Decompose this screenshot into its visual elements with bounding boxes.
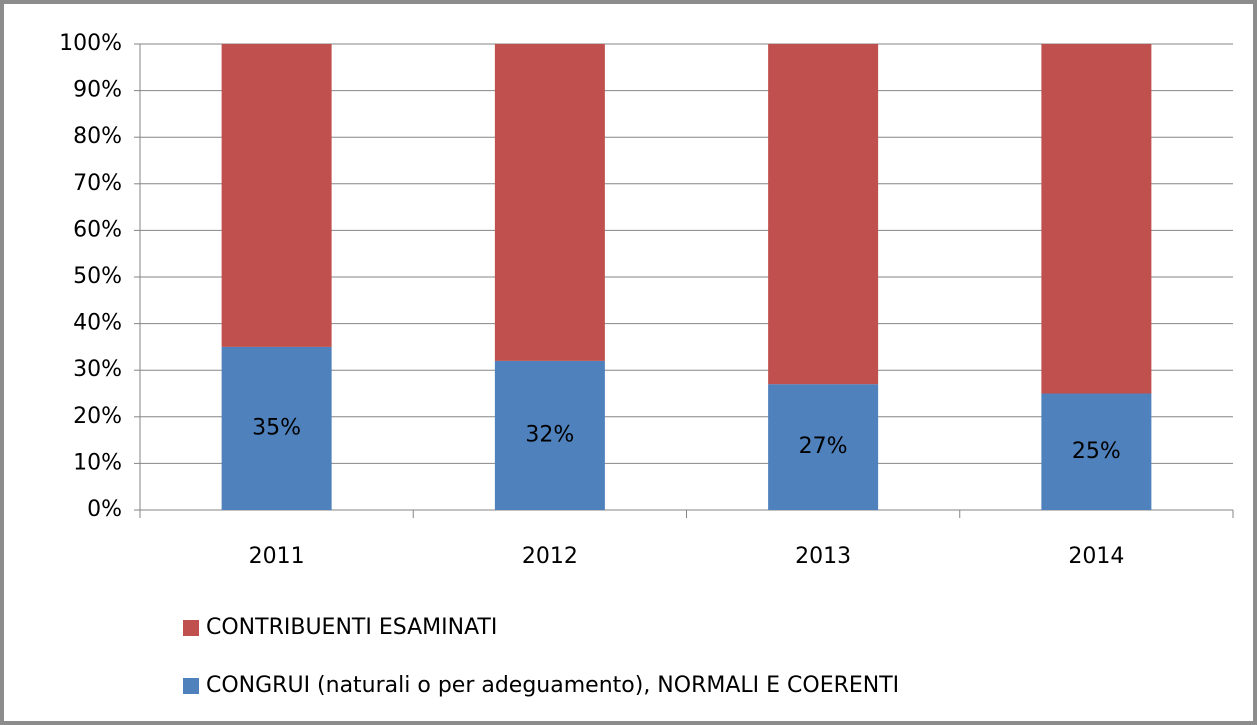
bar-segment — [221, 346, 332, 510]
bar-segment — [1041, 44, 1152, 394]
data-label: 35% — [252, 415, 301, 440]
legend-swatch — [183, 620, 199, 636]
bar-segment — [221, 44, 332, 347]
y-tick-label: 80% — [73, 124, 122, 149]
y-tick-label: 0% — [87, 497, 122, 522]
bar-segment — [768, 44, 879, 385]
data-label: 32% — [525, 422, 574, 447]
y-tick-label: 90% — [73, 78, 122, 103]
y-tick-label: 70% — [73, 171, 122, 196]
legend-label: CONTRIBUENTI ESAMINATI — [206, 615, 497, 640]
data-label: 27% — [799, 434, 848, 459]
legend-label: CONGRUI (naturali o per adeguamento), NO… — [206, 673, 899, 698]
y-tick-label: 10% — [73, 450, 122, 475]
legend-swatch — [183, 678, 199, 694]
y-tick-label: 20% — [73, 404, 122, 429]
y-tick-label: 30% — [73, 357, 122, 382]
x-tick-label: 2012 — [522, 544, 578, 569]
bar-segment — [1041, 393, 1152, 510]
y-tick-label: 50% — [73, 264, 122, 289]
x-tick-label: 2013 — [795, 544, 851, 569]
data-label: 25% — [1072, 439, 1121, 464]
y-tick-label: 100% — [59, 31, 122, 56]
bar-segment — [768, 384, 879, 510]
bar-segment — [494, 360, 605, 510]
bar-segment — [494, 44, 605, 361]
x-tick-label: 2011 — [249, 544, 305, 569]
y-tick-label: 60% — [73, 217, 122, 242]
y-tick-label: 40% — [73, 311, 122, 336]
x-tick-label: 2014 — [1068, 544, 1124, 569]
